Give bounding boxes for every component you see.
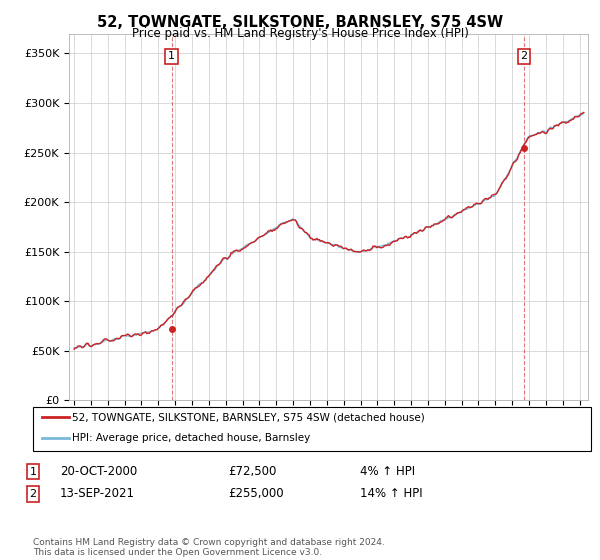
Text: Contains HM Land Registry data © Crown copyright and database right 2024.
This d: Contains HM Land Registry data © Crown c… <box>33 538 385 557</box>
Text: 14% ↑ HPI: 14% ↑ HPI <box>360 487 422 501</box>
Text: 2: 2 <box>521 52 527 62</box>
Text: 4% ↑ HPI: 4% ↑ HPI <box>360 465 415 478</box>
Text: 1: 1 <box>29 466 37 477</box>
Text: 13-SEP-2021: 13-SEP-2021 <box>60 487 135 501</box>
Text: 20-OCT-2000: 20-OCT-2000 <box>60 465 137 478</box>
Text: Price paid vs. HM Land Registry's House Price Index (HPI): Price paid vs. HM Land Registry's House … <box>131 27 469 40</box>
Text: 1: 1 <box>168 52 175 62</box>
Text: 52, TOWNGATE, SILKSTONE, BARNSLEY, S75 4SW: 52, TOWNGATE, SILKSTONE, BARNSLEY, S75 4… <box>97 15 503 30</box>
Text: £72,500: £72,500 <box>228 465 277 478</box>
Text: 2: 2 <box>29 489 37 499</box>
Text: 52, TOWNGATE, SILKSTONE, BARNSLEY, S75 4SW (detached house): 52, TOWNGATE, SILKSTONE, BARNSLEY, S75 4… <box>72 412 425 422</box>
Text: £255,000: £255,000 <box>228 487 284 501</box>
Text: HPI: Average price, detached house, Barnsley: HPI: Average price, detached house, Barn… <box>72 433 310 443</box>
